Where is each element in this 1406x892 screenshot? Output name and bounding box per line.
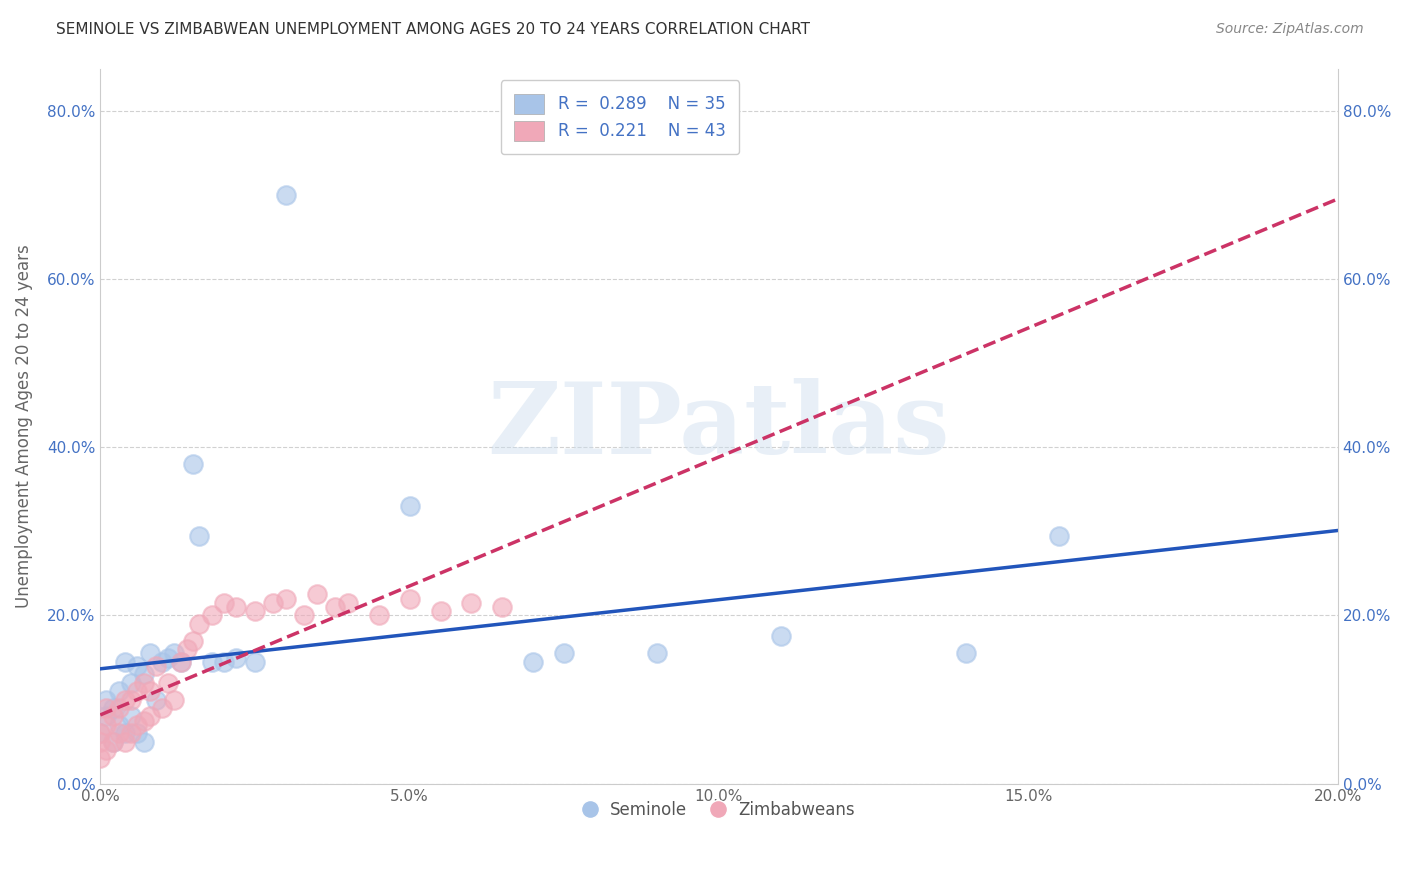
Point (96, 718, 118, 732)
Point (274, 187, 297, 202)
Point (114, 692, 136, 706)
Point (132, 734, 155, 748)
Point (212, 596, 235, 610)
Point (305, 587, 328, 601)
Point (429, 604, 451, 618)
Point (157, 650, 180, 665)
Point (101, 701, 124, 715)
Point (96, 701, 118, 715)
Point (225, 600, 247, 615)
Point (176, 642, 198, 657)
Text: SEMINOLE VS ZIMBABWEAN UNEMPLOYMENT AMONG AGES 20 TO 24 YEARS CORRELATION CHART: SEMINOLE VS ZIMBABWEAN UNEMPLOYMENT AMON… (56, 22, 810, 37)
Point (225, 650, 247, 665)
Point (108, 684, 131, 698)
Point (243, 655, 266, 669)
Point (139, 684, 162, 698)
Point (139, 646, 162, 660)
Point (181, 457, 204, 471)
Point (955, 646, 977, 660)
Point (181, 633, 204, 648)
Point (120, 709, 142, 723)
Point (120, 726, 142, 740)
Point (114, 655, 136, 669)
Point (108, 701, 131, 715)
Point (188, 528, 211, 542)
Point (89, 726, 111, 740)
Point (491, 600, 513, 615)
Point (325, 600, 347, 615)
Point (336, 596, 359, 610)
Point (263, 596, 285, 610)
Point (1047, 528, 1070, 542)
Point (398, 591, 420, 606)
Text: Source: ZipAtlas.com: Source: ZipAtlas.com (1216, 22, 1364, 37)
Point (108, 726, 131, 740)
Point (170, 655, 193, 669)
Point (145, 692, 167, 706)
Point (127, 684, 149, 698)
Point (101, 734, 124, 748)
Point (163, 646, 186, 660)
Point (127, 659, 149, 673)
Point (114, 734, 136, 748)
Point (127, 718, 149, 732)
Point (145, 659, 167, 673)
Text: ZIPatlas: ZIPatlas (488, 377, 950, 475)
Point (96, 692, 118, 706)
Point (201, 608, 224, 623)
Point (150, 701, 173, 715)
Point (201, 655, 224, 669)
Point (460, 596, 482, 610)
Point (645, 646, 668, 660)
Point (89, 751, 111, 765)
Point (243, 604, 266, 618)
Point (188, 616, 211, 631)
Point (96, 743, 118, 757)
Point (120, 675, 142, 690)
Point (367, 608, 389, 623)
Point (522, 655, 544, 669)
Point (294, 608, 316, 623)
Point (96, 709, 118, 723)
Point (120, 692, 142, 706)
Point (89, 726, 111, 740)
Point (274, 591, 297, 606)
Point (150, 655, 173, 669)
Point (157, 675, 180, 690)
Point (769, 630, 792, 644)
Point (553, 646, 575, 660)
Point (127, 726, 149, 740)
Point (170, 655, 193, 669)
Point (212, 655, 235, 669)
Point (101, 734, 124, 748)
Point (163, 692, 186, 706)
Point (101, 709, 124, 723)
Point (139, 709, 162, 723)
Point (132, 714, 155, 728)
Point (89, 734, 111, 748)
Point (114, 726, 136, 740)
Legend: Seminole, Zimbabweans: Seminole, Zimbabweans (576, 794, 862, 825)
Point (398, 499, 420, 513)
Y-axis label: Unemployment Among Ages 20 to 24 years: Unemployment Among Ages 20 to 24 years (15, 244, 32, 608)
Point (108, 718, 131, 732)
Point (132, 675, 155, 690)
Point (132, 667, 155, 681)
